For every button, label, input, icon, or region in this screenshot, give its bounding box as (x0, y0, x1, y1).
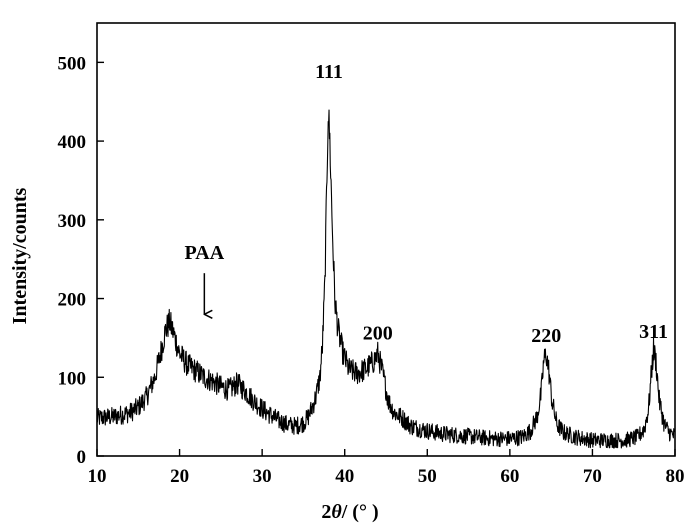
plot-frame (96, 22, 676, 457)
peak-label-220: 220 (531, 325, 561, 347)
series-line (96, 109, 676, 449)
peak-annotations: PAA 111 200 220 311 (185, 61, 668, 347)
x-tick-label: 40 (335, 466, 354, 487)
y-axis-label: Intensity/counts (9, 187, 31, 324)
x-tick-label: 10 (88, 466, 107, 487)
peak-label-200: 200 (363, 322, 393, 344)
x-tick-label: 80 (666, 466, 685, 487)
x-axis-label-prefix: 2 (321, 501, 332, 523)
y-tick-label: 0 (77, 447, 87, 468)
axis-ticks (96, 61, 676, 457)
x-axis-label: 2θ/ (° ) (0, 501, 700, 524)
x-tick-label: 70 (583, 466, 602, 487)
x-axis-label-suffix: / (° ) (341, 501, 379, 523)
x-tick-label: 50 (418, 466, 437, 487)
peak-label-311: 311 (639, 321, 668, 343)
y-tick-labels: 0 100 200 300 400 500 (58, 53, 87, 468)
x-tick-label: 60 (500, 466, 519, 487)
x-axis-label-theta: θ (331, 501, 342, 523)
y-tick-label: 300 (58, 211, 87, 232)
y-tick-label: 500 (58, 53, 87, 74)
peak-label-paa: PAA (185, 242, 225, 264)
y-tick-label: 400 (58, 132, 87, 153)
y-tick-label: 100 (58, 368, 87, 389)
x-tick-label: 20 (170, 466, 189, 487)
x-tick-label: 30 (253, 466, 272, 487)
y-tick-label: 200 (58, 290, 87, 311)
peak-label-111: 111 (315, 61, 343, 83)
x-tick-labels: 10 20 30 40 50 60 70 80 (88, 466, 685, 487)
